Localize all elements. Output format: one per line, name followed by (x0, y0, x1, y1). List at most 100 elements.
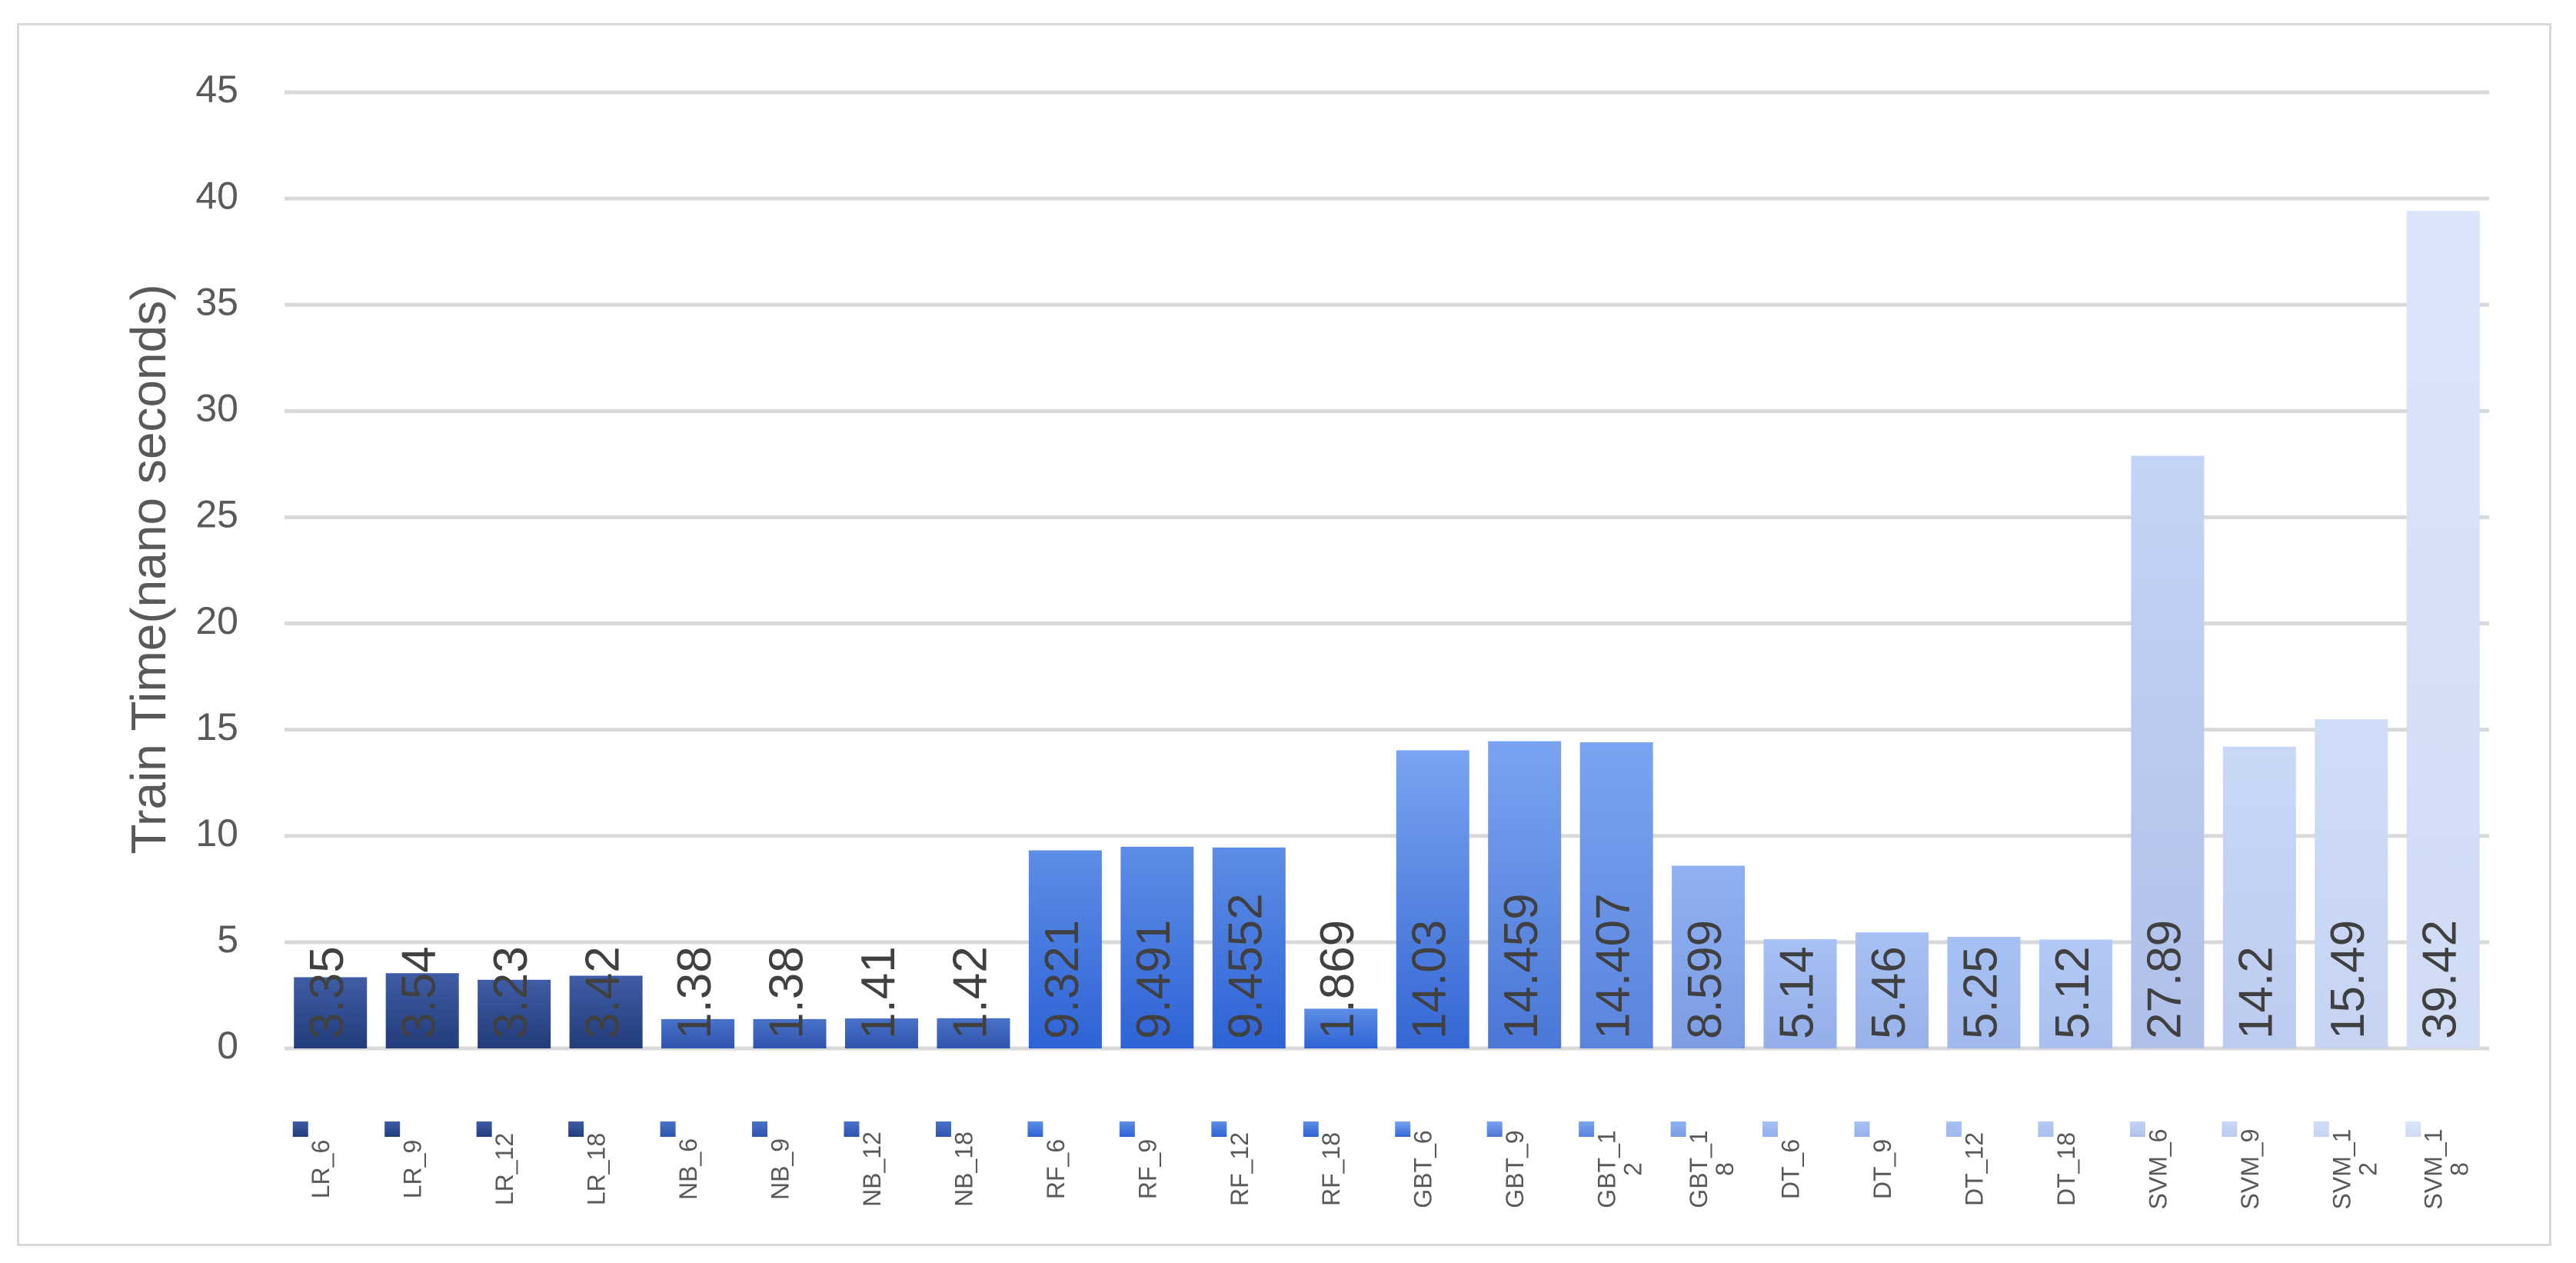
bar-rf-12 (1212, 847, 1286, 1048)
legend-label: 8 (1711, 1162, 1739, 1176)
legend-swatch (660, 1121, 676, 1137)
legend-swatch (752, 1121, 768, 1137)
legend-label: RF_18 (1317, 1132, 1345, 1206)
bar-nb-18 (937, 1018, 1010, 1048)
legend-swatch (1762, 1121, 1779, 1137)
bar-rf-6 (1028, 850, 1102, 1048)
legend-label: RF_6 (1042, 1139, 1070, 1199)
legend-label: NB_18 (950, 1131, 977, 1207)
bar-gbt-6 (1396, 750, 1469, 1048)
legend-label: GBT_9 (1501, 1130, 1529, 1208)
bar-svm-18 (2406, 211, 2480, 1049)
legend-label: GBT_6 (1409, 1130, 1437, 1208)
y-tick-label: 30 (195, 387, 238, 430)
legend-swatch (1945, 1121, 1962, 1137)
bar-rf-18 (1304, 1008, 1378, 1048)
legend-label: LR_18 (583, 1133, 611, 1205)
data-label: 27.89 (2138, 920, 2191, 1039)
data-label: 15.49 (2321, 920, 2375, 1039)
data-label: 5.46 (1862, 946, 1915, 1039)
bar-nb-6 (661, 1018, 735, 1048)
data-label: 1.869 (1311, 920, 1364, 1039)
data-label: 9.491 (1127, 920, 1180, 1039)
legend-swatch (1119, 1121, 1135, 1137)
y-tick-label: 40 (195, 174, 238, 217)
legend-swatch (1027, 1121, 1043, 1137)
legend-label: 8 (2446, 1162, 2474, 1176)
legend-label: DT_18 (2052, 1132, 2080, 1206)
data-labels: 3.35 3.54 3.23 3.42 1.38 1.38 1.41 1.42 9.321 9.4… (301, 893, 2467, 1039)
data-label: 3.23 (484, 946, 537, 1039)
legend-label: GBT_1 (1593, 1130, 1621, 1208)
bar-lr-6 (294, 977, 368, 1048)
y-tick-label: 0 (217, 1024, 238, 1067)
legend-swatch (1854, 1121, 1870, 1137)
data-label: 3.42 (576, 946, 629, 1039)
data-label: 3.54 (393, 946, 446, 1039)
legend-label: RF_9 (1133, 1139, 1161, 1199)
legend-label: SVM_1 (2420, 1129, 2448, 1210)
legend-swatch (384, 1121, 401, 1137)
legend-label: LR_6 (307, 1140, 334, 1199)
legend-swatch (1211, 1121, 1227, 1137)
bar-rf-9 (1120, 846, 1194, 1048)
legend-label: 2 (1619, 1162, 1647, 1176)
y-tick-label: 35 (195, 280, 238, 323)
bar-gbt-18 (1672, 865, 1746, 1048)
y-axis-ticks: 0 5 10 15 20 25 30 35 40 45 (195, 68, 238, 1067)
legend-swatch (1670, 1121, 1686, 1137)
legend-swatch (1303, 1121, 1319, 1137)
bar-nb-9 (753, 1018, 827, 1048)
legend-label: SVM_9 (2236, 1129, 2264, 1210)
y-tick-label: 25 (195, 493, 238, 536)
legend-label: LR_9 (399, 1140, 427, 1199)
legend: LR_6 LR_9 LR_12 LR_18 NB_6 NB_9 NB_12 NB_18 RF_6… (292, 1121, 2474, 1210)
data-label: 1.38 (760, 946, 813, 1039)
data-label: 1.38 (668, 946, 721, 1039)
y-axis-title: Train Time(nano seconds) (121, 284, 176, 854)
y-tick-label: 5 (217, 918, 238, 961)
legend-swatch (844, 1121, 860, 1137)
bar-dt-12 (1947, 936, 2021, 1048)
legend-swatch (2129, 1121, 2145, 1137)
legend-swatch (568, 1121, 584, 1137)
bar-dt-9 (1855, 932, 1929, 1048)
data-label: 9.321 (1036, 920, 1089, 1039)
data-label: 14.459 (1495, 893, 1548, 1039)
y-tick-label: 45 (195, 68, 238, 111)
legend-label: 2 (2354, 1162, 2381, 1176)
data-label: 14.03 (1403, 920, 1456, 1039)
legend-label: DT_9 (1869, 1139, 1896, 1199)
bars (294, 211, 2480, 1049)
bar-dt-6 (1763, 939, 1837, 1048)
data-label: 3.35 (301, 946, 354, 1039)
bar-nb-12 (844, 1018, 918, 1048)
legend-swatch (292, 1121, 308, 1137)
data-label: 9.4552 (1220, 893, 1273, 1039)
data-label: 5.12 (2046, 946, 2099, 1039)
legend-label: DT_6 (1777, 1139, 1805, 1199)
bar-svm-12 (2315, 719, 2388, 1048)
legend-label: DT_12 (1960, 1132, 1988, 1206)
legend-label: NB_12 (858, 1131, 886, 1207)
y-tick-label: 10 (195, 811, 238, 855)
data-label: 39.42 (2414, 920, 2467, 1039)
bar-svm-9 (2222, 746, 2296, 1048)
y-tick-label: 20 (195, 599, 238, 642)
legend-label: NB_6 (674, 1138, 702, 1200)
legend-swatch (2222, 1121, 2238, 1137)
data-label: 8.599 (1679, 920, 1732, 1039)
gridlines (285, 90, 2489, 1051)
legend-label: RF_12 (1226, 1132, 1253, 1206)
data-label: 14.407 (1587, 893, 1640, 1039)
bar-lr-18 (569, 975, 643, 1048)
data-label: 14.2 (2230, 946, 2283, 1039)
data-label: 5.14 (1770, 946, 1823, 1039)
data-label: 5.25 (1954, 946, 2007, 1039)
legend-label: GBT_1 (1685, 1130, 1712, 1208)
legend-swatch (476, 1121, 492, 1137)
legend-label: SVM_1 (2328, 1129, 2355, 1210)
legend-label: NB_9 (766, 1138, 794, 1200)
bar-gbt-9 (1488, 741, 1562, 1048)
